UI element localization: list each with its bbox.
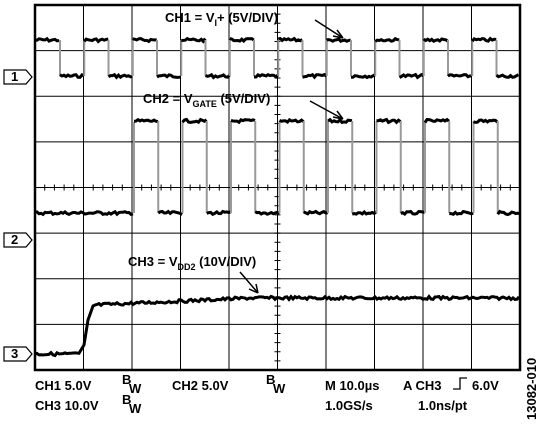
trace-level: [205, 72, 231, 80]
trace-level: [351, 209, 378, 216]
trace-level: [326, 37, 352, 43]
trace-level: [398, 72, 425, 80]
sample-rate: 1.0GS/s: [325, 398, 373, 413]
channel-marker: 2: [3, 232, 33, 248]
trace-level: [495, 73, 520, 79]
trace-level: [83, 37, 109, 44]
ch1-label: CH1 = VI+ (5V/DIV): [165, 10, 278, 28]
bw-sub: W: [273, 381, 286, 396]
trace-level: [400, 209, 426, 216]
trace-level: [277, 36, 304, 43]
trace-level: [34, 36, 60, 43]
trace-level: [230, 117, 256, 125]
trace-level: [473, 118, 499, 124]
trigger-source: A CH3: [403, 378, 442, 393]
trace-level: [278, 117, 305, 125]
trace-level: [447, 73, 473, 79]
ch3-annotation: CH3 = VDD2 (10V/DIV): [128, 254, 259, 294]
trace-level: [376, 117, 402, 125]
trigger-level: 6.0V: [472, 378, 499, 393]
bw-sub: W: [129, 381, 142, 396]
resolution: 1.0ns/pt: [418, 398, 468, 413]
trace-level: [302, 72, 328, 80]
bw-sup: B: [122, 392, 131, 407]
trace-level: [327, 117, 353, 125]
trace-level: [34, 209, 134, 217]
trace-level: [449, 209, 474, 217]
ch1-scale: CH1 5.0V: [35, 378, 92, 393]
ch2-scale: CH2 5.0V: [172, 378, 229, 393]
trace-level: [157, 209, 183, 216]
trace-level: [422, 37, 449, 43]
trace-level: [254, 72, 280, 79]
bw-sup: B: [266, 372, 275, 387]
trace-level: [59, 73, 85, 79]
trace-level: [303, 209, 328, 216]
trace-level: [107, 72, 133, 80]
trace-level: [254, 210, 281, 216]
ch3-scale: CH3 10.0V: [35, 398, 99, 413]
bw-sub: W: [129, 401, 142, 416]
trace-ch3: [34, 294, 521, 358]
channel-marker: 1: [3, 69, 33, 85]
trace-level: [156, 73, 182, 79]
trace-level: [374, 36, 400, 43]
figure-id: 13082-010: [524, 358, 539, 420]
ch1-annotation: CH1 = VI+ (5V/DIV): [165, 10, 344, 39]
bw-sup: B: [122, 372, 131, 387]
trace-level: [229, 37, 255, 44]
trace-level: [181, 36, 207, 44]
marker-label: 2: [11, 232, 18, 247]
marker-label: 1: [11, 69, 18, 84]
screen-border: [33, 3, 522, 372]
timebase: M 10.0µs: [325, 378, 379, 393]
trigger-edge-icon: [453, 377, 467, 390]
trace-level: [133, 117, 159, 123]
trace-level: [423, 117, 450, 124]
ch3-label: CH3 = VDD2 (10V/DIV): [128, 254, 256, 272]
trace-level: [496, 209, 521, 217]
marker-label: 3: [11, 346, 18, 361]
trace-level: [132, 37, 157, 44]
trace-level: [181, 117, 208, 125]
trace-level: [471, 36, 497, 43]
trace-level: [206, 209, 232, 217]
waveforms: [34, 36, 521, 358]
ch2-label: CH2 = VGATE (5V/DIV): [143, 91, 270, 109]
channel-marker: 3: [3, 346, 33, 362]
ch2-annotation: CH2 = VGATE (5V/DIV): [143, 91, 344, 120]
status-bar: CH1 5.0V B W CH2 5.0V B W M 10.0µs A CH3…: [35, 372, 499, 416]
trace-level: [350, 73, 376, 80]
